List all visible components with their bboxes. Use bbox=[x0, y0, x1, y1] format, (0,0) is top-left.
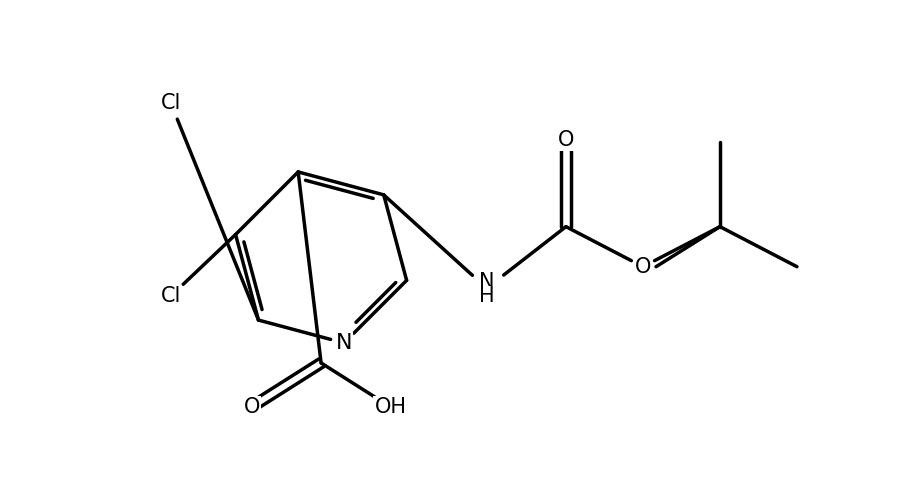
Text: N: N bbox=[479, 272, 495, 292]
Text: N: N bbox=[336, 333, 353, 353]
Text: Cl: Cl bbox=[161, 286, 181, 306]
Text: Cl: Cl bbox=[161, 94, 181, 114]
Text: O: O bbox=[243, 397, 260, 417]
Text: OH: OH bbox=[375, 397, 407, 417]
Text: O: O bbox=[558, 130, 574, 149]
Text: O: O bbox=[634, 257, 651, 277]
Text: H: H bbox=[479, 286, 495, 306]
